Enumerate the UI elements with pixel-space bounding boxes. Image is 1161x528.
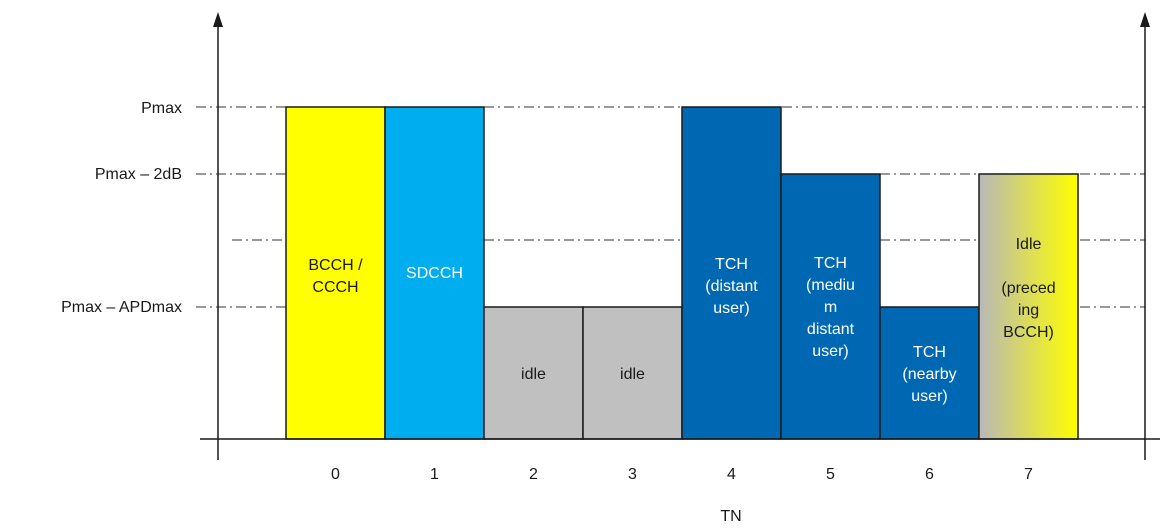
timeslot-label-7: Idle (preced ing BCCH) [1001,236,1055,341]
y-axis-left-arrow-icon [213,12,223,27]
y-label-pmax-2db: Pmax – 2dB [95,166,182,183]
timeslot-label-line: m [824,299,837,316]
timeslot-label-line: user) [911,388,947,405]
timeslot-label-line: ing [1018,302,1039,319]
x-axis-title: TN [720,508,741,525]
timeslot-label-line: idle [620,366,645,383]
timeslot-label-line: BCCH) [1003,324,1054,341]
timeslot-label-line: BCCH / [308,257,363,274]
x-tick-label-4: 4 [727,466,736,483]
timeslot-label-line: Idle [1016,236,1042,253]
y-label-pmax: Pmax [141,100,182,117]
x-tick-label-7: 7 [1024,466,1033,483]
x-tick-labels: 0 1 2 3 4 5 6 7 [331,466,1033,483]
timeslot-label-line: distant [807,321,855,338]
timeslot-label-2: idle [521,366,546,383]
timeslot-label-line: TCH [913,344,946,361]
timeslot-label-line: user) [812,343,848,360]
x-tick-label-5: 5 [826,466,835,483]
timeslot-label-line: idle [521,366,546,383]
timeslot-label-line: (mediu [806,277,855,294]
timeslot-label-0: BCCH / CCCH [308,257,363,296]
y-label-pmax-apdmax: Pmax – APDmax [61,299,182,316]
timeslot-block-3 [582,306,683,440]
timeslot-label-line: TCH [715,256,748,273]
timeslot-label-3: idle [620,366,645,383]
timeslot-block-4 [681,106,782,440]
timeslot-block-0 [285,106,386,440]
timeslot-label-line: (nearby [902,366,956,383]
timeslot-label-5: TCH (mediu m distant user) [806,255,855,360]
x-tick-label-1: 1 [430,466,439,483]
timeslot-label-6: TCH (nearby user) [902,344,956,405]
x-tick-label-2: 2 [529,466,538,483]
timeslot-label-line: (preced [1001,280,1055,297]
reference-lines [196,106,1145,308]
y-level-labels: Pmax Pmax – 2dB Pmax – APDmax [61,100,182,316]
x-tick-label-3: 3 [628,466,637,483]
timeslot-block-1 [384,106,485,440]
x-tick-label-0: 0 [331,466,340,483]
timeslot-label-4: TCH (distant user) [705,256,758,317]
timeslot-label-line: (distant [705,278,758,295]
timeslot-block-2 [483,306,584,440]
timeslot-block-7 [978,173,1079,440]
timeslot-label-line: CCCH [312,279,358,296]
timeslot-label-line: user) [713,300,749,317]
axes [200,12,1160,460]
timeslot-label-line: SDCCH [406,265,463,282]
y-axis-right-arrow-icon [1140,12,1150,27]
timeslot-label-1: SDCCH [406,265,463,282]
x-tick-label-6: 6 [925,466,934,483]
timeslot-label-line: TCH [814,255,847,272]
